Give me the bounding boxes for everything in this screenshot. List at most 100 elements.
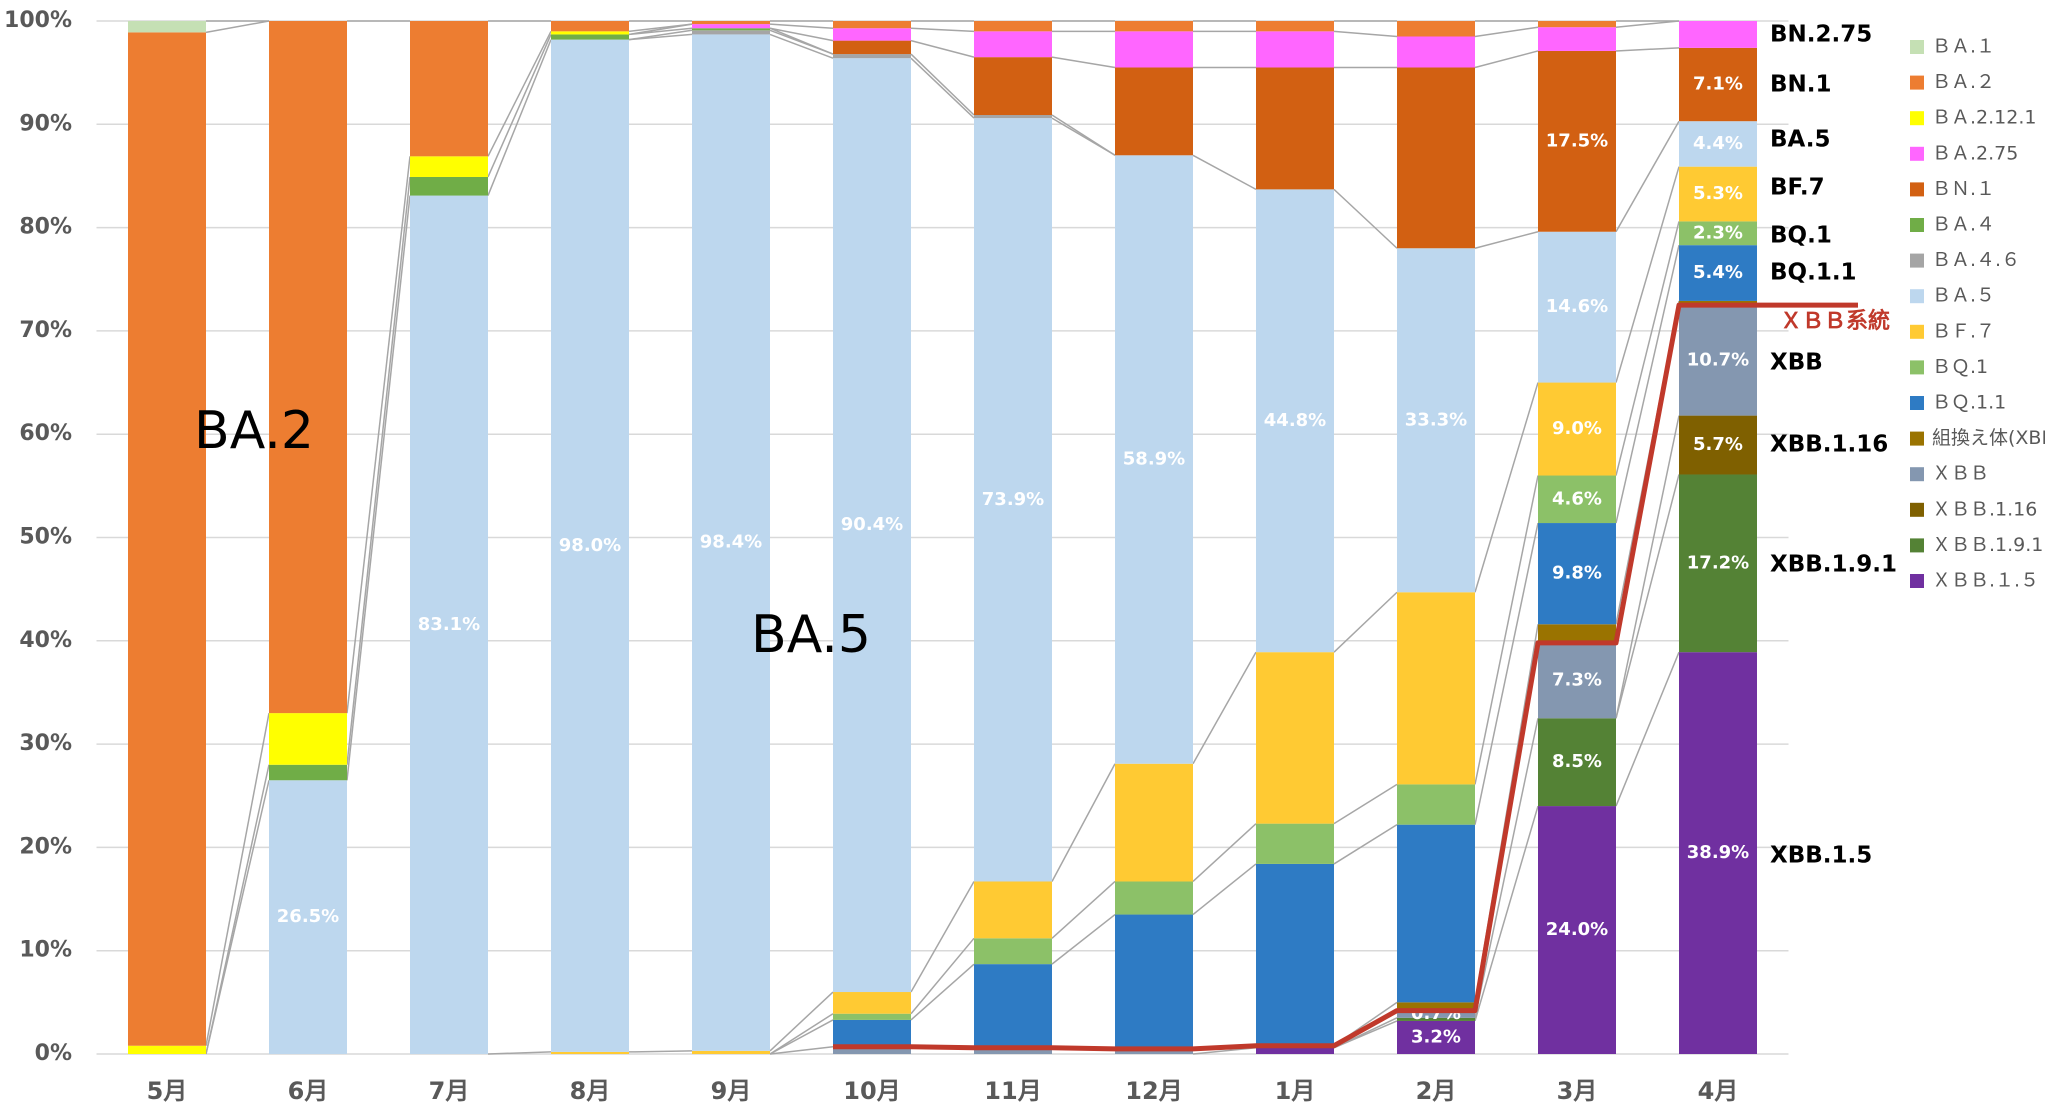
- bar-segment: [410, 176, 488, 196]
- connector-line: [769, 33, 834, 59]
- bar-segment: [692, 1050, 770, 1054]
- data-label: 17.5%: [1546, 130, 1608, 151]
- y-tick-label: 70%: [19, 318, 72, 343]
- x-tick-label: 8月: [570, 1077, 611, 1105]
- legend-swatch: [1910, 182, 1924, 197]
- bar-segment: [1538, 718, 1616, 807]
- connector-line: [1333, 783, 1398, 825]
- connector-line: [1474, 50, 1539, 69]
- connector-line: [1333, 591, 1398, 653]
- legend-swatch: [1910, 538, 1924, 553]
- legend-label: ＢＡ.４.６: [1932, 249, 2020, 271]
- bar-segment: [833, 40, 911, 55]
- legend-swatch: [1910, 431, 1924, 446]
- connector-line: [769, 1013, 834, 1055]
- connector-line: [1333, 1017, 1398, 1049]
- data-label: 7.1%: [1693, 74, 1743, 95]
- data-label: 5.3%: [1693, 183, 1743, 204]
- bar-segment: [269, 780, 347, 1054]
- connector-line: [1615, 244, 1680, 524]
- connector-line: [1615, 20, 1680, 28]
- right-label: XBB.1.9.1: [1770, 552, 1897, 578]
- bar-segment: [1115, 1048, 1193, 1054]
- bar-segment: [974, 881, 1052, 939]
- data-label: 4.4%: [1693, 133, 1743, 154]
- legend-swatch: [1910, 396, 1924, 410]
- bar-segment: [692, 21, 770, 25]
- annotation: BA.2: [194, 401, 314, 461]
- legend-swatch: [1910, 574, 1924, 588]
- data-label: 9.8%: [1552, 563, 1602, 584]
- bar-segment: [1538, 50, 1616, 232]
- bar-segment: [551, 1051, 629, 1054]
- bar-segment: [128, 32, 206, 1046]
- right-label: XBB.1.16: [1770, 432, 1888, 458]
- bar-segment: [1256, 189, 1334, 653]
- bar-segment: [833, 1013, 911, 1020]
- bar-segment: [1679, 47, 1757, 122]
- legend-label: ＢＡ.2.12.1: [1932, 107, 2036, 129]
- bar-segment: [974, 118, 1052, 882]
- bar-segment: [1538, 21, 1616, 28]
- connector-line: [1615, 415, 1680, 719]
- bar-segment: [551, 39, 629, 1052]
- bar-segment: [128, 21, 206, 33]
- y-tick-label: 30%: [19, 731, 72, 756]
- connector-line: [628, 29, 693, 41]
- bar-segment: [1397, 1010, 1475, 1018]
- x-tick-label: 5月: [147, 1077, 188, 1105]
- right-label: BN.1: [1770, 72, 1832, 98]
- bar-segment: [1397, 1002, 1475, 1011]
- data-label: 58.9%: [1123, 449, 1185, 470]
- connector-line: [1051, 913, 1116, 965]
- bar-segment: [1256, 863, 1334, 1046]
- bar-segment: [1679, 474, 1757, 653]
- y-tick-label: 50%: [19, 525, 72, 550]
- connector-line: [1051, 880, 1116, 939]
- legend-label: ＢＦ.７: [1932, 320, 1995, 342]
- connector-line: [487, 34, 552, 178]
- right-label: BF.7: [1770, 175, 1825, 201]
- connector-line: [1333, 188, 1398, 249]
- bar-segment: [1538, 382, 1616, 476]
- bar-segment: [1679, 166, 1757, 222]
- connector-line: [1474, 26, 1539, 38]
- x-tick-label: 3月: [1557, 1077, 1598, 1105]
- legend-label: ＢＡ.2.75: [1932, 142, 2018, 164]
- connector-line: [1474, 522, 1539, 825]
- bar-segment: [974, 964, 1052, 1048]
- connector-line: [910, 963, 975, 1021]
- data-label: 9.0%: [1552, 418, 1602, 439]
- data-label: 83.1%: [418, 614, 480, 635]
- bar-segment: [974, 31, 1052, 58]
- bar-segment: [128, 1045, 206, 1054]
- legend-swatch: [1910, 146, 1924, 161]
- bar-segment: [1115, 881, 1193, 915]
- x-tick-label: 11月: [984, 1077, 1041, 1105]
- connector-line: [346, 195, 411, 781]
- bar-segment: [1679, 121, 1757, 167]
- data-label: 10.7%: [1687, 349, 1749, 370]
- connector-line: [769, 1046, 834, 1055]
- bar-segment: [410, 156, 488, 177]
- x-tick-label: 10月: [843, 1077, 900, 1105]
- connector-line: [346, 176, 411, 765]
- bar-segment: [1397, 592, 1475, 785]
- connector-line: [1474, 805, 1539, 1022]
- bar-segment: [833, 1019, 911, 1047]
- bar-segment: [1115, 914, 1193, 1049]
- x-tick-label: 12月: [1125, 1077, 1182, 1105]
- bar-segment: [1538, 231, 1616, 383]
- data-label: 5.7%: [1693, 434, 1743, 455]
- connector-line: [1192, 651, 1257, 765]
- bar-segment: [1679, 221, 1757, 246]
- bar-segment: [974, 57, 1052, 116]
- bar-segment: [974, 21, 1052, 32]
- x-tick-label: 9月: [711, 1077, 752, 1105]
- bar-segment: [974, 938, 1052, 965]
- y-tick-label: 80%: [19, 215, 72, 240]
- lineage-line: [833, 302, 1858, 1052]
- connector-line: [1474, 475, 1539, 785]
- bar-segment: [833, 1046, 911, 1054]
- legend-swatch: [1910, 360, 1924, 375]
